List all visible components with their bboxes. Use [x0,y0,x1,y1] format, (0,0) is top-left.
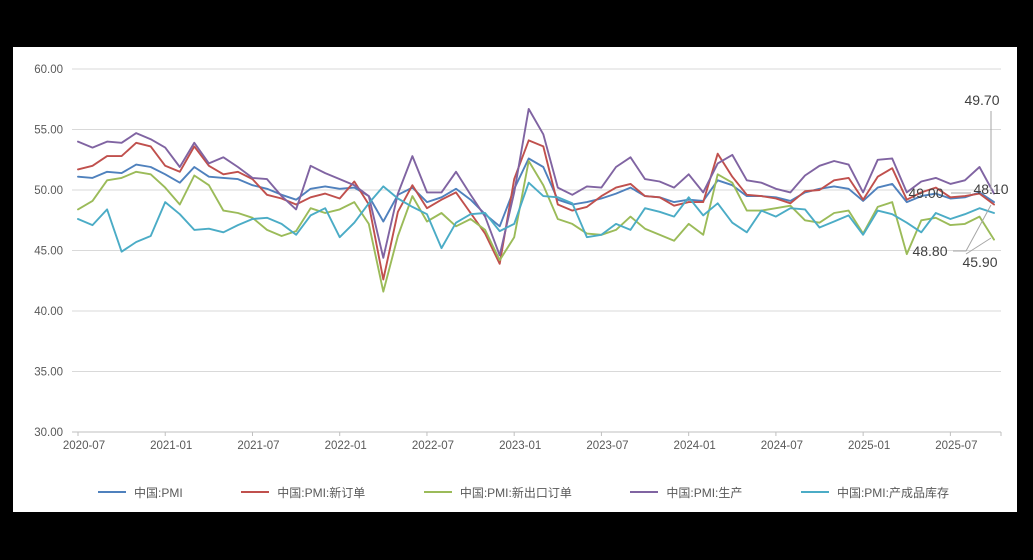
x-axis-tick-label: 2025-01 [848,440,890,452]
legend-line-swatch [800,491,829,493]
legend-label: 中国:PMI:产成品库存 [836,485,949,500]
chart-legend: 中国:PMI 中国:PMI:新订单 中国:PMI:新出口订单 中国:PMI:生产… [98,483,949,501]
data-label-leader-line [953,204,992,252]
y-axis-tick-label: 55.00 [34,125,63,137]
y-axis-tick-label: 30.00 [34,427,63,439]
x-axis-tick-label: 2023-01 [499,440,541,452]
x-axis-tick-label: 2024-01 [674,440,716,452]
x-axis-tick-label: 2020-07 [63,440,105,452]
legend-item-new-orders[interactable]: 中国:PMI:新订单 [241,484,365,501]
data-label: 49.70 [964,92,999,108]
chart-panel: 30.00 35.00 40.00 45.00 50.00 55.00 60.00 2020-… [13,47,1017,512]
legend-label: 中国:PMI:新订单 [277,485,366,500]
series-line [77,160,995,293]
x-axis-tick-label: 2024-07 [761,440,803,452]
series-line [77,181,995,253]
x-axis-tick-label: 2023-07 [586,440,628,452]
series-line [77,107,995,259]
legend-item-production[interactable]: 中国:PMI:生产 [630,484,742,501]
legend-line-swatch [98,491,126,493]
pmi-line-chart: 30.00 35.00 40.00 45.00 50.00 55.00 60.00 2020-… [34,64,1009,452]
x-axis-tick-label: 2021-01 [150,440,192,452]
legend-label: 中国:PMI [134,485,183,500]
data-label: 48.80 [912,243,947,259]
legend-item-pmi[interactable]: 中国:PMI [98,484,183,501]
series-line [77,157,995,228]
legend-line-swatch [630,491,659,493]
x-axis-tick-label: 2025-07 [935,440,977,452]
y-axis-tick-label: 35.00 [34,367,63,379]
data-label: 48.10 [973,181,1008,197]
legend-label: 中国:PMI:生产 [666,485,743,500]
data-label: 49.00 [908,185,943,201]
y-axis-tick-label: 60.00 [34,64,63,76]
series-line [77,139,995,281]
x-axis-tick-label: 2021-07 [237,440,279,452]
legend-item-finished-goods-inventory[interactable]: 中国:PMI:产成品库存 [800,484,949,501]
y-axis-tick-label: 50.00 [34,185,63,197]
legend-item-new-export-orders[interactable]: 中国:PMI:新出口订单 [423,484,572,501]
y-axis-tick-label: 45.00 [34,246,63,258]
x-axis-tick-label: 2022-07 [412,440,454,452]
x-axis-tick-label: 2022-01 [325,440,367,452]
legend-line-swatch [241,491,270,493]
y-axis-tick-label: 40.00 [34,306,63,318]
legend-label: 中国:PMI:新出口订单 [459,485,572,500]
data-label: 45.90 [962,254,997,270]
data-label-leader-line [965,237,992,255]
legend-line-swatch [423,491,452,493]
